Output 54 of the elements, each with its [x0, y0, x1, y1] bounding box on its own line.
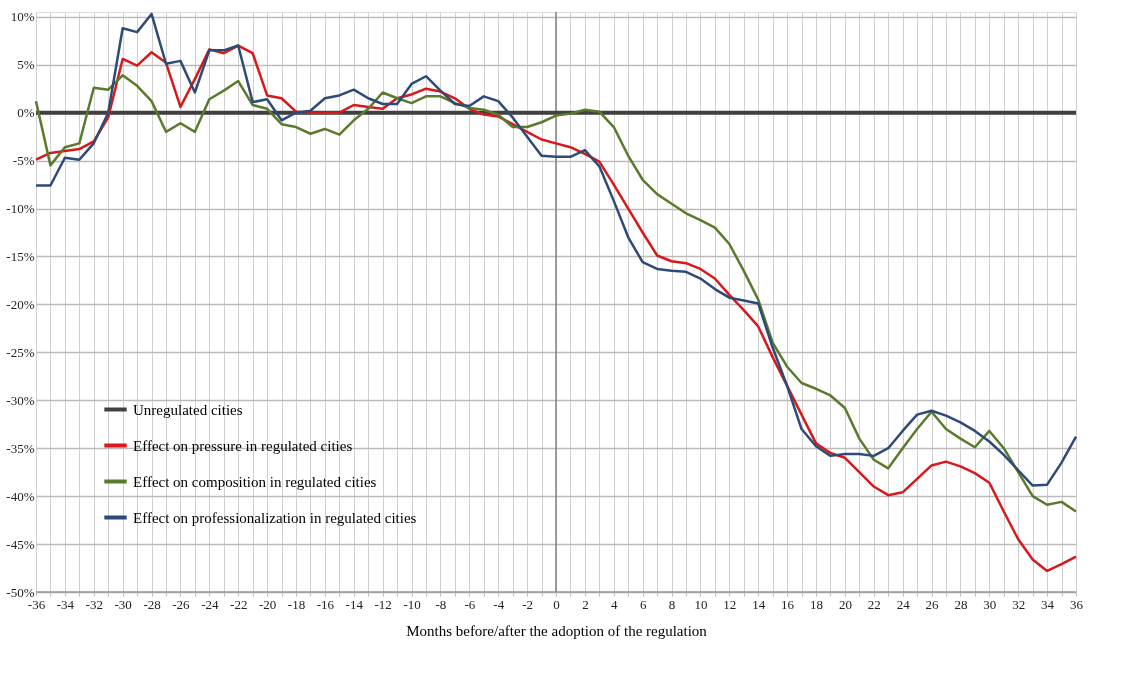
x-tick-label: -16 [316, 596, 335, 612]
y-tick-label: -20% [6, 296, 35, 312]
legend-label: Unregulated cities [133, 401, 243, 418]
x-tick-label: -34 [56, 596, 75, 612]
x-tick-label: 6 [639, 596, 647, 612]
x-tick-label: -12 [374, 596, 392, 612]
x-tick-label: -2 [522, 596, 534, 612]
x-tick-label: 36 [1070, 596, 1084, 612]
x-tick-label: 10 [694, 596, 708, 612]
x-tick-label: 14 [752, 596, 766, 612]
y-tick-label: 0% [17, 105, 35, 121]
x-tick-label: -28 [143, 596, 161, 612]
y-tick-label: -15% [6, 248, 35, 264]
x-tick-label: 18 [810, 596, 823, 612]
y-tick-label: -45% [6, 536, 35, 552]
x-tick-label: 0 [553, 596, 560, 612]
x-tick-label: 30 [983, 596, 997, 612]
legend-label: Effect on pressure in regulated cities [133, 437, 353, 454]
x-tick-label: 8 [668, 596, 676, 612]
x-tick-label: 28 [954, 596, 968, 612]
x-tick-label: -22 [230, 596, 248, 612]
y-tick-label: 10% [10, 9, 35, 25]
x-tick-label: -24 [201, 596, 219, 612]
legend-label: Effect on composition in regulated cities [133, 473, 377, 490]
x-tick-label: -32 [85, 596, 103, 612]
x-tick-label: 22 [867, 596, 881, 612]
y-tick-label: 5% [17, 57, 35, 73]
legend-label: Effect on professionalization in regulated cities [133, 509, 417, 526]
x-tick-label: -10 [403, 596, 421, 612]
line-series [34, 74, 1078, 513]
x-tick-label: -30 [114, 596, 132, 612]
x-tick-label: 4 [611, 596, 619, 612]
x-tick-label: -6 [464, 596, 476, 612]
y-tick-label: -10% [6, 201, 35, 217]
x-tick-label: 20 [838, 596, 852, 612]
x-tick-label: 34 [1041, 596, 1055, 612]
x-axis-title: Months before/after the adoption of the regulation [406, 622, 708, 639]
x-tick-label: -14 [345, 596, 364, 612]
x-tick-label: 12 [723, 596, 737, 612]
y-tick-label: -40% [6, 488, 35, 504]
x-tick-label: -18 [287, 596, 306, 612]
y-tick-label: -30% [6, 392, 35, 408]
x-tick-label: 2 [582, 596, 589, 612]
x-tick-label: 26 [925, 596, 940, 612]
x-tick-label: -8 [435, 596, 447, 612]
x-tick-label: -4 [493, 596, 505, 612]
x-tick-label: -26 [172, 596, 191, 612]
x-tick-label: 24 [896, 596, 911, 612]
y-tick-label: -5% [12, 153, 35, 169]
x-tick-label: -20 [258, 596, 277, 612]
y-tick-label: -35% [6, 440, 35, 456]
y-tick-label: -25% [6, 344, 35, 360]
x-tick-label: 16 [781, 596, 795, 612]
x-tick-label: 32 [1012, 596, 1026, 612]
